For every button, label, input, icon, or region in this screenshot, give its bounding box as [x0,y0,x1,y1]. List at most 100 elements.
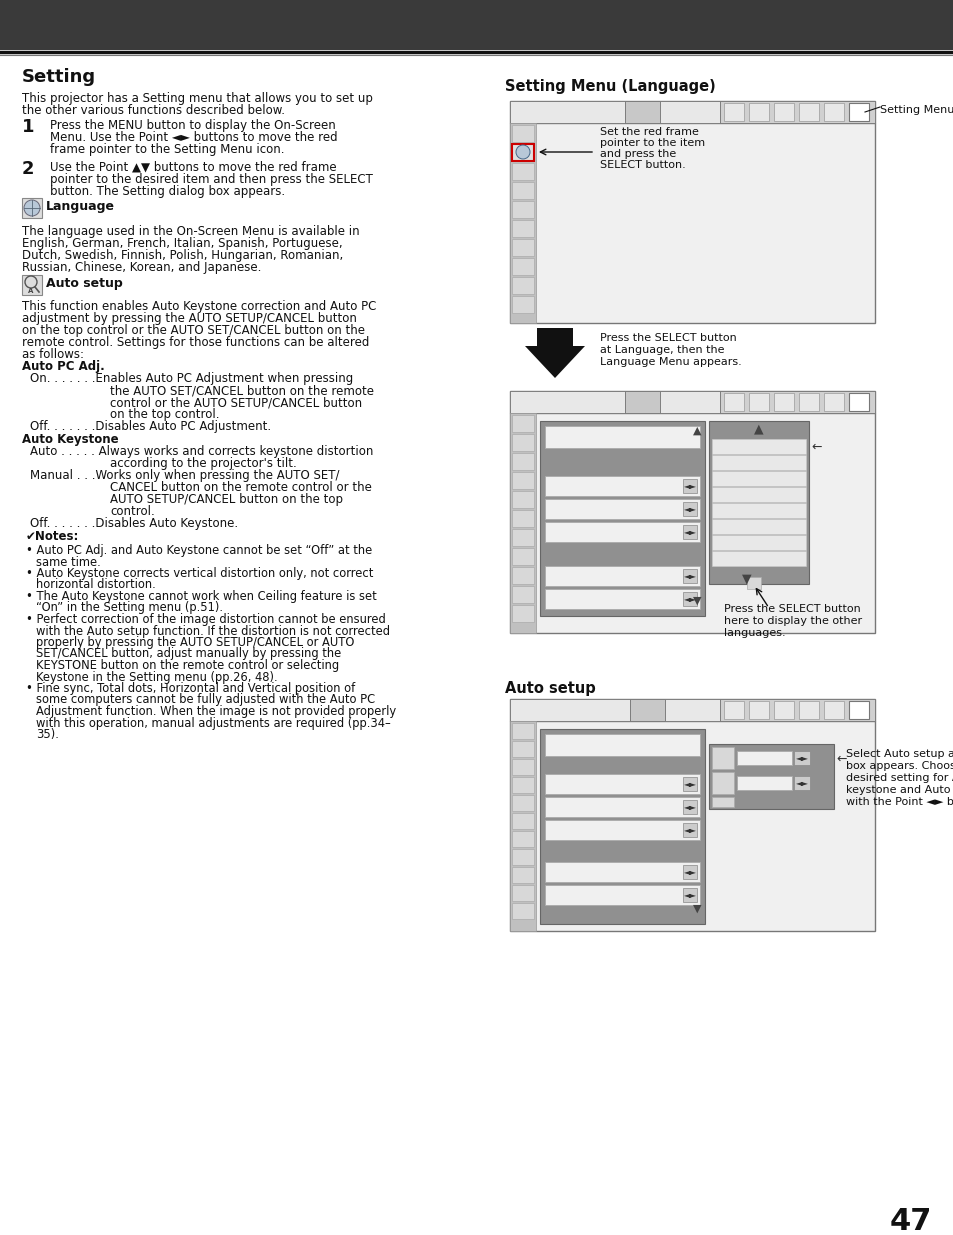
FancyBboxPatch shape [544,426,700,448]
Text: the AUTO SET/CANCEL button on the remote: the AUTO SET/CANCEL button on the remote [110,384,374,396]
FancyBboxPatch shape [544,774,700,794]
FancyBboxPatch shape [512,510,534,527]
FancyBboxPatch shape [537,329,573,346]
Text: Off: Off [614,569,629,579]
FancyBboxPatch shape [848,103,868,121]
FancyBboxPatch shape [512,453,534,471]
FancyBboxPatch shape [624,101,659,124]
Text: KEYSTONE button on the remote control or selecting: KEYSTONE button on the remote control or… [36,659,338,672]
Text: Language: Language [517,105,569,115]
FancyBboxPatch shape [708,743,833,809]
Text: and press the: and press the [599,149,676,159]
Text: On: On [614,525,629,535]
Text: with the Auto setup function. If the distortion is not corrected: with the Auto setup function. If the dis… [36,625,390,637]
Text: ▼: ▼ [692,904,700,914]
FancyBboxPatch shape [720,699,874,721]
FancyBboxPatch shape [544,566,700,585]
Text: same time.: same time. [36,556,101,568]
Text: ◄►: ◄► [682,825,696,835]
Text: ▲: ▲ [754,422,763,436]
Text: 1: 1 [22,119,34,136]
Text: On. . . . . . .Enables Auto PC Adjustment when pressing: On. . . . . . .Enables Auto PC Adjustmen… [30,372,353,385]
Text: ◄►: ◄► [682,779,696,788]
FancyBboxPatch shape [711,471,805,487]
FancyBboxPatch shape [659,101,720,124]
Text: English: English [714,441,750,451]
Text: pointer to the item: pointer to the item [599,138,704,148]
Text: ◄►: ◄► [682,505,696,514]
Text: ▲: ▲ [692,426,700,436]
FancyBboxPatch shape [510,412,874,634]
Text: ◄►: ◄► [795,778,807,788]
Text: Off: Off [614,888,629,898]
Text: Français: Français [714,473,755,483]
FancyBboxPatch shape [793,751,809,764]
FancyBboxPatch shape [510,721,536,931]
Text: CANCEL button on the remote control or the: CANCEL button on the remote control or t… [110,480,372,494]
Text: with the Point ◄► buttons.: with the Point ◄► buttons. [845,797,953,806]
Text: Set the red frame: Set the red frame [599,127,699,137]
Text: Press the SELECT button: Press the SELECT button [599,333,736,343]
FancyBboxPatch shape [512,722,534,739]
FancyBboxPatch shape [682,501,697,516]
Text: Auto setup: Auto setup [46,277,123,290]
FancyBboxPatch shape [682,823,697,837]
FancyBboxPatch shape [544,475,700,496]
Text: ◄►: ◄► [682,572,696,580]
FancyBboxPatch shape [682,592,697,606]
Text: Language Menu appears.: Language Menu appears. [599,357,741,367]
FancyBboxPatch shape [510,721,874,931]
FancyBboxPatch shape [748,393,768,411]
FancyBboxPatch shape [512,741,534,757]
FancyBboxPatch shape [512,182,534,199]
FancyBboxPatch shape [512,777,534,793]
Text: • Fine sync, Total dots, Horizontal and Vertical position of: • Fine sync, Total dots, Horizontal and … [26,682,355,695]
Text: 35).: 35). [36,727,59,741]
Circle shape [24,200,40,216]
FancyBboxPatch shape [711,535,805,550]
FancyBboxPatch shape [512,240,534,256]
FancyBboxPatch shape [510,699,629,721]
FancyBboxPatch shape [510,391,624,412]
Text: Reset: Reset [607,479,636,489]
FancyBboxPatch shape [708,421,808,584]
FancyBboxPatch shape [512,163,534,180]
Text: Manual: Manual [745,778,781,788]
Text: SET/CANCEL button, adjust manually by pressing the: SET/CANCEL button, adjust manually by pr… [36,647,341,661]
Text: English: English [602,430,640,440]
Text: here to display the other: here to display the other [723,616,862,626]
FancyBboxPatch shape [711,519,805,534]
FancyBboxPatch shape [723,103,743,121]
Text: according to the projector's tilt.: according to the projector's tilt. [110,457,296,471]
Text: adjustment by pressing the AUTO SETUP/CANCEL button: adjustment by pressing the AUTO SETUP/CA… [22,312,356,325]
Text: some computers cannot be fully adjusted with the Auto PC: some computers cannot be fully adjusted … [36,694,375,706]
Text: Nederlands: Nederlands [714,537,770,547]
Text: ◄►: ◄► [682,527,696,536]
Text: This function enables Auto Keystone correction and Auto PC: This function enables Auto Keystone corr… [22,300,376,312]
Text: Off. . . . . . .Disables Auto Keystone.: Off. . . . . . .Disables Auto Keystone. [30,517,238,530]
FancyBboxPatch shape [748,701,768,719]
Text: Setting: Setting [22,68,96,86]
Text: • Perfect correction of the image distortion cannot be ensured: • Perfect correction of the image distor… [26,613,385,626]
Polygon shape [524,346,584,378]
Text: on the top control.: on the top control. [110,408,219,421]
Text: “On” in the Setting menu (p.51).: “On” in the Setting menu (p.51). [36,601,223,615]
FancyBboxPatch shape [773,103,793,121]
FancyBboxPatch shape [512,813,534,829]
FancyBboxPatch shape [539,729,704,924]
FancyBboxPatch shape [682,479,697,493]
FancyBboxPatch shape [512,296,534,312]
FancyBboxPatch shape [512,548,534,564]
FancyBboxPatch shape [512,472,534,489]
FancyBboxPatch shape [711,503,805,517]
FancyBboxPatch shape [720,391,874,412]
Text: control or the AUTO SETUP/CANCEL button: control or the AUTO SETUP/CANCEL button [110,396,362,409]
Text: Menu. Use the Point ◄► buttons to move the red: Menu. Use the Point ◄► buttons to move t… [50,131,337,144]
FancyBboxPatch shape [664,699,720,721]
Text: Italiano: Italiano [714,489,751,499]
FancyBboxPatch shape [748,103,768,121]
Text: ✔Notes:: ✔Notes: [26,530,79,543]
Text: Setting Menu icon: Setting Menu icon [879,105,953,115]
FancyBboxPatch shape [512,760,534,776]
FancyBboxPatch shape [629,699,664,721]
